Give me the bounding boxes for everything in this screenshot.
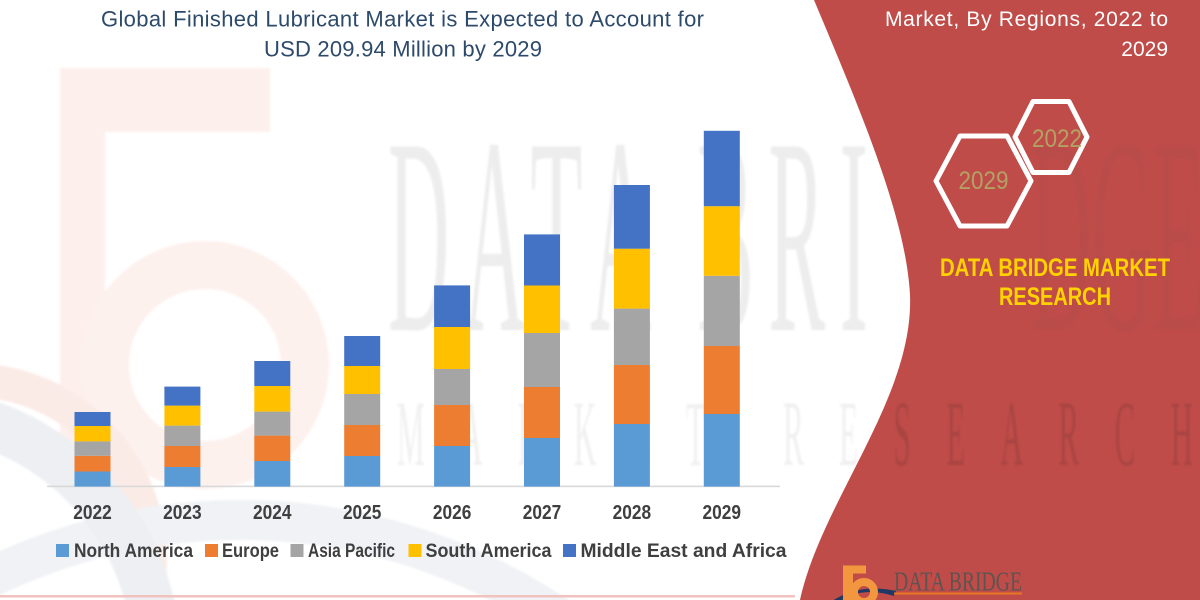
svg-text:2024: 2024: [253, 502, 292, 524]
svg-text:2028: 2028: [613, 502, 652, 524]
svg-text:RESEARCH: RESEARCH: [999, 283, 1111, 311]
svg-text:2027: 2027: [523, 502, 562, 524]
svg-text:USD 209.94 Million by 2029: USD 209.94 Million by 2029: [264, 37, 542, 62]
svg-text:Market, By Regions, 2022 to: Market, By Regions, 2022 to: [885, 8, 1168, 31]
svg-text:MARKET RESEARCH: MARKET RESEARCH: [899, 597, 1007, 600]
svg-text:2026: 2026: [433, 502, 472, 524]
svg-text:North America: North America: [74, 541, 193, 562]
svg-text:Global Finished Lubricant Mark: Global Finished Lubricant Market is Expe…: [101, 7, 704, 32]
svg-text:2022: 2022: [1032, 125, 1082, 153]
svg-text:2029: 2029: [703, 502, 742, 524]
svg-text:South America: South America: [426, 541, 552, 562]
svg-text:2029: 2029: [959, 167, 1009, 195]
svg-text:Europe: Europe: [222, 541, 279, 562]
svg-text:DATA BRIDGE MARKET: DATA BRIDGE MARKET: [940, 254, 1170, 282]
svg-text:2022: 2022: [73, 502, 112, 524]
svg-text:2029: 2029: [1121, 38, 1168, 61]
svg-text:DGE: DGE: [1030, 80, 1200, 391]
svg-text:2023: 2023: [163, 502, 202, 524]
svg-text:DATA BRIDGE: DATA BRIDGE: [894, 567, 1022, 597]
svg-text:Middle East and Africa: Middle East and Africa: [581, 541, 787, 562]
svg-text:Asia Pacific: Asia Pacific: [308, 541, 395, 562]
svg-text:2025: 2025: [343, 502, 382, 524]
